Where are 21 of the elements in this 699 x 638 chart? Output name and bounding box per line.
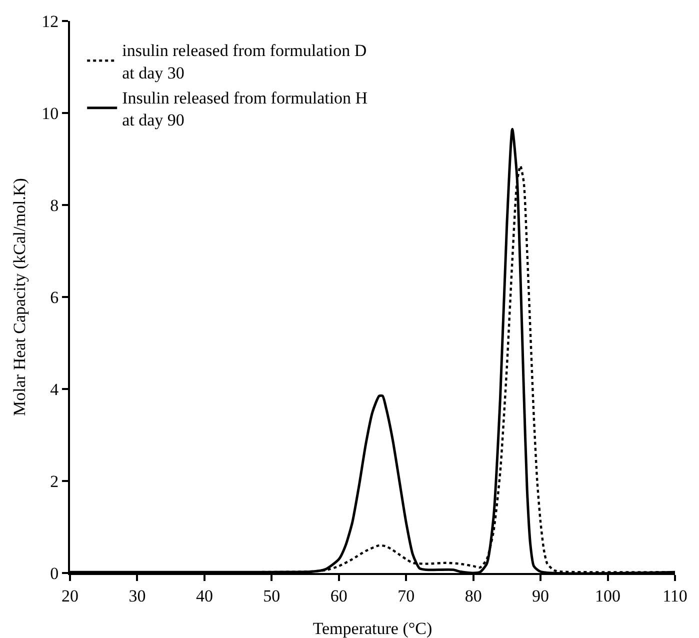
x-axis-title: Temperature (°C) [312, 619, 432, 638]
x-tick-label: 110 [662, 586, 688, 606]
y-tick-label: 6 [50, 288, 59, 307]
x-tick-label: 80 [464, 586, 482, 606]
x-tick-label: 100 [595, 586, 621, 606]
y-tick-label: 8 [50, 196, 59, 215]
y-tick-label: 2 [50, 472, 59, 491]
x-tick-label: 20 [62, 586, 78, 606]
x-tick-label: 70 [398, 586, 415, 606]
y-tick-label: 12 [42, 12, 59, 31]
x-tick-label: 50 [263, 586, 280, 606]
legend-label: Insulin released from formulation H at day 90 [122, 88, 368, 130]
y-axis-title: Molar Heat Capacity (kCal/mol.K) [10, 178, 29, 416]
x-tick-label: 60 [330, 586, 348, 606]
y-tick-label: 0 [50, 564, 59, 583]
x-tick-label: 40 [196, 586, 213, 606]
y-tick-label: 10 [42, 104, 59, 123]
x-tick-label: 30 [128, 586, 146, 606]
x-tick-label: 90 [532, 586, 550, 606]
y-tick-label: 4 [50, 380, 60, 399]
legend-label: insulin released from formulation D at day 30 [122, 41, 367, 82]
